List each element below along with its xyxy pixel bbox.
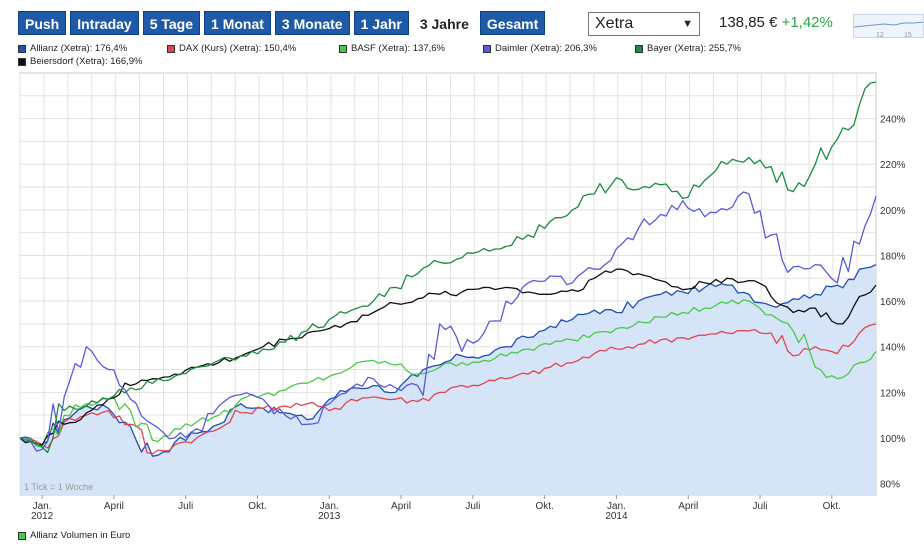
y-tick-label: 160% bbox=[880, 297, 906, 308]
price-value: 138,85 € bbox=[719, 14, 778, 31]
y-tick-label: 240% bbox=[880, 115, 906, 126]
legend-swatch bbox=[18, 531, 26, 540]
x-tick-label: Juli bbox=[465, 501, 480, 512]
x-tick-label: Okt. bbox=[535, 501, 553, 512]
x-tick-label: Jan. bbox=[320, 501, 339, 512]
series-line bbox=[19, 264, 877, 457]
legend-swatch bbox=[483, 44, 491, 53]
x-tick-label: April bbox=[104, 501, 124, 512]
mini-chart-icon: 12 15 bbox=[854, 21, 923, 38]
legend-label: BASF (Xetra): 137,6% bbox=[351, 43, 445, 54]
volume-legend-label: Allianz Volumen in Euro bbox=[30, 530, 131, 541]
x-tick-label: Jan. bbox=[33, 501, 52, 512]
legend-label: Bayer (Xetra): 255,7% bbox=[647, 43, 741, 54]
tab-intraday[interactable]: Intraday bbox=[70, 11, 139, 35]
legend-label: Daimler (Xetra): 206,3% bbox=[495, 43, 597, 54]
y-tick-label: 180% bbox=[880, 251, 906, 262]
legend-label: Allianz (Xetra): 176,4% bbox=[30, 43, 128, 54]
series-line bbox=[19, 323, 877, 455]
legend-swatch bbox=[339, 44, 347, 53]
tab-5-tage[interactable]: 5 Tage bbox=[142, 11, 201, 35]
volume-area bbox=[20, 264, 876, 495]
mini-label-2: 15 bbox=[904, 32, 912, 38]
series-line bbox=[19, 268, 877, 446]
legend-item-bayer[interactable]: Bayer (Xetra): 255,7% bbox=[635, 43, 741, 54]
legend-item-beiersdorf[interactable]: Beiersdorf (Xetra): 166,9% bbox=[18, 56, 142, 67]
x-year-label: 2014 bbox=[605, 511, 628, 522]
tick-annotation: 1 Tick = 1 Woche bbox=[24, 482, 93, 492]
legend-item-basf[interactable]: BASF (Xetra): 137,6% bbox=[339, 43, 445, 54]
chevron-down-icon: ▼ bbox=[682, 18, 693, 30]
tab-gesamt[interactable]: Gesamt bbox=[479, 11, 546, 35]
legend-item-daimler[interactable]: Daimler (Xetra): 206,3% bbox=[483, 43, 597, 54]
y-tick-label: 200% bbox=[880, 206, 906, 217]
area-fill-allianz bbox=[20, 264, 876, 495]
legend-label: DAX (Kurs) (Xetra): 150,4% bbox=[179, 43, 297, 54]
series-line bbox=[19, 299, 877, 448]
quote: 138,85 € +1,42% bbox=[719, 14, 833, 31]
y-tick-label: 100% bbox=[880, 434, 906, 445]
exchange-value: Xetra bbox=[595, 15, 634, 32]
exchange-select[interactable]: Xetra ▼ bbox=[588, 12, 700, 36]
tab-3-monate[interactable]: 3 Monate bbox=[274, 11, 350, 35]
x-tick-label: Juli bbox=[753, 501, 768, 512]
x-tick-label: Jan. bbox=[607, 501, 626, 512]
tab-3-jahre[interactable]: 3 Jahre bbox=[412, 11, 476, 35]
legend-swatch bbox=[18, 57, 26, 66]
y-tick-label: 120% bbox=[880, 388, 906, 399]
legend-swatch bbox=[167, 44, 175, 53]
x-tick-label: Okt. bbox=[248, 501, 266, 512]
mini-label-1: 12 bbox=[876, 32, 884, 38]
tab-push[interactable]: Push bbox=[18, 11, 67, 35]
x-axis: Jan. April Juli Okt. Jan. April Juli Okt. Jan. Ap… bbox=[31, 495, 841, 522]
legend-label: Beiersdorf (Xetra): 166,9% bbox=[30, 56, 143, 67]
legend-item-dax[interactable]: DAX (Kurs) (Xetra): 150,4% bbox=[167, 43, 296, 54]
tab-1-jahr[interactable]: 1 Jahr bbox=[353, 11, 409, 35]
volume-legend[interactable]: Allianz Volumen in Euro bbox=[18, 530, 130, 541]
legend-swatch bbox=[18, 44, 26, 53]
x-year-label: 2012 bbox=[31, 511, 54, 522]
x-tick-label: April bbox=[391, 501, 411, 512]
x-tick-label: Okt. bbox=[823, 501, 841, 512]
price-change: +1,42% bbox=[781, 14, 833, 31]
legend-swatch bbox=[635, 44, 643, 53]
tab-1-monat[interactable]: 1 Monat bbox=[204, 11, 271, 35]
series-line bbox=[19, 191, 877, 452]
y-tick-label: 140% bbox=[880, 343, 906, 354]
y-axis: 80% 100% 120% 140% 160% 180% 200% 220% 240% bbox=[880, 115, 906, 491]
y-tick-label: 80% bbox=[880, 480, 900, 491]
legend-item-allianz[interactable]: Allianz (Xetra): 176,4% bbox=[18, 43, 127, 54]
period-tabs: Push Intraday 5 Tage 1 Monat 3 Monate 1 … bbox=[18, 11, 546, 35]
series-line bbox=[19, 81, 877, 454]
x-year-label: 2013 bbox=[318, 511, 341, 522]
chart-series bbox=[19, 81, 877, 457]
x-tick-label: April bbox=[678, 501, 698, 512]
x-tick-label: Juli bbox=[178, 501, 193, 512]
y-tick-label: 220% bbox=[880, 160, 906, 171]
